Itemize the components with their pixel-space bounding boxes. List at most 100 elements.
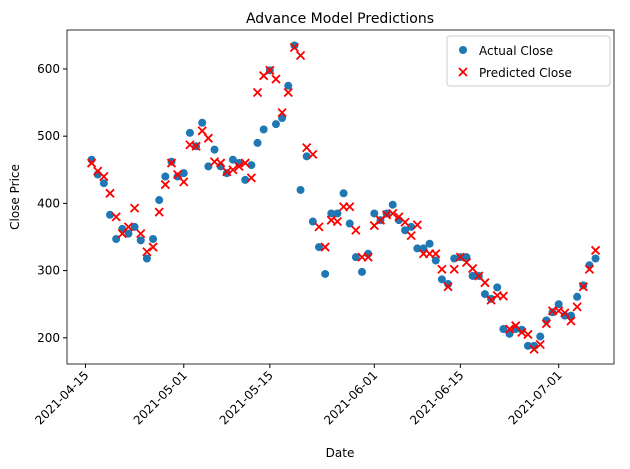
point (382, 209, 391, 218)
point (278, 114, 287, 123)
point (493, 283, 502, 292)
point (130, 222, 139, 231)
point (400, 217, 410, 227)
legend-marker (458, 67, 468, 77)
point (449, 264, 459, 274)
y-axis-label: Close Price (8, 164, 22, 230)
point (320, 242, 330, 252)
legend-marker (459, 46, 467, 54)
point (155, 196, 164, 205)
point (437, 275, 446, 284)
point (265, 65, 275, 75)
point (358, 267, 367, 276)
point (204, 162, 213, 171)
point (284, 81, 293, 90)
point (578, 282, 588, 292)
point (123, 222, 134, 232)
point (302, 152, 311, 161)
point (253, 138, 262, 147)
point (554, 306, 564, 316)
point (363, 252, 373, 262)
point (105, 188, 115, 198)
point (517, 327, 527, 338)
point (136, 236, 145, 245)
point (241, 175, 250, 184)
x-tick-label: 2021-06-15 (407, 368, 466, 427)
point (431, 249, 441, 259)
x-tick-label: 2021-07-01 (506, 368, 565, 427)
point (529, 344, 539, 354)
point (172, 169, 183, 180)
x-tick-label: 2021-05-01 (131, 368, 190, 427)
point (191, 141, 201, 151)
point (572, 302, 582, 312)
point (541, 319, 552, 329)
point (203, 133, 213, 143)
point (99, 179, 108, 188)
point (504, 324, 515, 334)
plot-frame (66, 29, 615, 365)
legend-box (446, 35, 611, 87)
point (523, 329, 533, 340)
point (161, 172, 170, 181)
point (86, 158, 97, 168)
point (517, 325, 526, 334)
x-tick-label: 2021-06-01 (321, 368, 380, 427)
point (166, 158, 177, 168)
legend-label: Predicted Close (479, 66, 572, 80)
x-axis-label: Date (326, 446, 355, 460)
point (554, 300, 563, 309)
point (591, 254, 600, 263)
point (443, 282, 453, 292)
point (407, 222, 416, 231)
point (437, 264, 447, 274)
point (560, 308, 570, 318)
point (185, 128, 194, 137)
point (154, 207, 164, 217)
point (308, 149, 318, 159)
x-tick-label: 2021-05-15 (217, 368, 276, 427)
point (486, 295, 496, 305)
point (124, 229, 133, 238)
legend-label: Actual Close (479, 44, 553, 58)
point (296, 185, 305, 194)
y-tick-label: 300 (37, 264, 60, 278)
point (327, 209, 336, 218)
point (431, 256, 440, 265)
point (566, 316, 576, 326)
point (480, 290, 489, 299)
point (406, 231, 416, 241)
point (179, 177, 189, 187)
point (136, 228, 146, 239)
point (333, 209, 342, 218)
point (222, 169, 231, 178)
point (590, 245, 601, 256)
point (289, 42, 300, 53)
point (198, 118, 207, 127)
point (468, 271, 477, 280)
point (246, 173, 257, 183)
y-tick-label: 400 (37, 196, 60, 210)
point (412, 220, 422, 230)
y-tick-label: 600 (37, 62, 60, 76)
point (444, 280, 453, 289)
point (388, 208, 398, 219)
point (142, 254, 151, 263)
point (535, 339, 545, 350)
point (216, 158, 226, 168)
point (351, 253, 360, 262)
point (487, 294, 496, 303)
chart-title: Advance Model Predictions (246, 11, 434, 27)
point (149, 235, 158, 244)
x-tick-label: 2021-04-15 (32, 368, 91, 427)
point (210, 145, 219, 154)
point (222, 167, 232, 177)
point (295, 50, 306, 61)
point (252, 87, 263, 98)
point (99, 171, 109, 182)
point (259, 125, 268, 134)
point (314, 243, 323, 252)
point (247, 161, 256, 170)
